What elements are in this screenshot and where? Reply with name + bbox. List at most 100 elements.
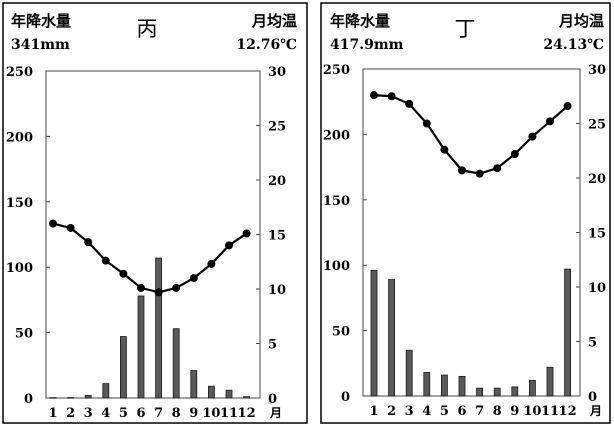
temp-tick-label: 25 bbox=[268, 120, 286, 135]
month-label: 12 bbox=[238, 406, 256, 421]
annual-temp-value: 12.76℃ bbox=[236, 37, 297, 53]
temp-point-month-4 bbox=[422, 119, 431, 128]
precip-tick-label: 200 bbox=[323, 128, 350, 143]
temp-point-month-12 bbox=[563, 102, 572, 111]
temp-point-month-3 bbox=[84, 238, 93, 247]
precip-bar-month-4 bbox=[102, 383, 110, 399]
temp-tick-label: 25 bbox=[588, 118, 606, 133]
temp-tick-label: 0 bbox=[268, 392, 277, 407]
temp-tick-label: 5 bbox=[268, 338, 277, 353]
precip-bar-month-10 bbox=[207, 385, 215, 399]
month-label: 11 bbox=[541, 404, 559, 419]
temp-line bbox=[373, 94, 569, 175]
annual-precip-value: 417.9mm bbox=[330, 37, 404, 53]
precip-bar-month-5 bbox=[120, 336, 127, 399]
annual-temp-value: 24.13℃ bbox=[543, 37, 604, 53]
temp-point-month-7 bbox=[475, 169, 484, 178]
temp-point-month-1 bbox=[370, 91, 378, 100]
precip-tick-label: 50 bbox=[332, 325, 350, 340]
temp-point-month-10 bbox=[207, 259, 216, 268]
month-unit-label: 月 bbox=[589, 404, 602, 418]
precip-bar-month-1 bbox=[370, 270, 378, 397]
temp-point-month-1 bbox=[49, 219, 57, 228]
month-label: 3 bbox=[84, 406, 93, 421]
precip-bar-month-8 bbox=[493, 387, 501, 397]
temp-point-month-2 bbox=[66, 223, 75, 232]
temp-tick-label: 5 bbox=[588, 336, 597, 351]
month-label: 7 bbox=[475, 404, 484, 419]
temp-point-month-9 bbox=[189, 274, 198, 283]
temp-tick-label: 10 bbox=[588, 281, 606, 296]
month-label: 9 bbox=[189, 406, 198, 421]
precip-tick-label: 0 bbox=[341, 390, 350, 405]
month-label: 6 bbox=[457, 404, 466, 419]
precip-tick-label: 150 bbox=[6, 196, 33, 211]
temp-point-month-11 bbox=[546, 117, 554, 126]
precip-bar-month-7 bbox=[476, 387, 484, 397]
temp-tick-label: 20 bbox=[268, 174, 286, 189]
precip-bar-month-3 bbox=[405, 349, 413, 397]
chart-title: 丙 bbox=[137, 17, 158, 41]
precip-tick-label: 50 bbox=[15, 327, 33, 342]
month-unit-label: 月 bbox=[269, 406, 282, 420]
month-label: 9 bbox=[510, 404, 519, 419]
precip-bar-month-1 bbox=[49, 397, 57, 399]
precip-tick-label: 100 bbox=[323, 259, 350, 274]
precip-bar-month-4 bbox=[423, 372, 431, 397]
precip-bar-month-9 bbox=[511, 386, 519, 397]
precip-header: 年降水量 bbox=[11, 12, 71, 30]
temp-point-month-8 bbox=[493, 164, 502, 173]
month-label: 5 bbox=[440, 404, 449, 419]
temp-header: 月均温 bbox=[558, 12, 604, 30]
precip-bar-month-6 bbox=[458, 375, 466, 397]
month-label: 2 bbox=[387, 404, 396, 419]
month-label: 1 bbox=[48, 406, 57, 421]
temp-tick-label: 20 bbox=[588, 172, 606, 187]
temp-point-month-6 bbox=[458, 166, 466, 175]
precip-tick-label: 250 bbox=[323, 63, 350, 78]
precip-bar-month-7 bbox=[155, 257, 163, 399]
temp-tick-label: 30 bbox=[588, 63, 606, 78]
precip-bar-month-6 bbox=[137, 295, 145, 399]
temp-point-month-8 bbox=[172, 283, 181, 292]
month-label: 6 bbox=[136, 406, 145, 421]
month-label: 10 bbox=[523, 404, 541, 419]
precip-bar-month-2 bbox=[388, 279, 396, 397]
month-label: 4 bbox=[101, 406, 110, 421]
precip-bar-month-5 bbox=[440, 374, 448, 397]
temp-point-month-6 bbox=[137, 283, 145, 292]
chart-frame bbox=[320, 2, 611, 424]
precip-tick-label: 250 bbox=[6, 65, 33, 80]
precip-bar-month-10 bbox=[529, 379, 536, 397]
temp-tick-label: 30 bbox=[268, 65, 286, 80]
precip-bar-month-12 bbox=[243, 396, 251, 399]
temp-point-month-10 bbox=[528, 132, 537, 141]
month-label: 2 bbox=[66, 406, 75, 421]
annual-precip-value: 341mm bbox=[11, 37, 70, 53]
temp-point-month-7 bbox=[154, 288, 163, 297]
chart-frame bbox=[2, 2, 308, 424]
temp-line bbox=[52, 222, 248, 294]
precip-tick-label: 150 bbox=[323, 194, 350, 209]
precip-bar-month-12 bbox=[564, 268, 571, 397]
temp-point-month-5 bbox=[119, 269, 128, 278]
temp-point-month-12 bbox=[242, 229, 251, 238]
month-label: 11 bbox=[220, 406, 238, 421]
month-label: 8 bbox=[172, 406, 181, 421]
precip-bar-month-9 bbox=[190, 370, 198, 399]
precip-header: 年降水量 bbox=[330, 12, 390, 30]
month-label: 10 bbox=[202, 406, 220, 421]
month-label: 7 bbox=[154, 406, 163, 421]
precip-bar-month-11 bbox=[546, 366, 554, 397]
temp-point-month-3 bbox=[405, 99, 414, 108]
chart-title: 丁 bbox=[455, 17, 476, 41]
precip-tick-label: 100 bbox=[6, 261, 33, 276]
precip-tick-label: 0 bbox=[24, 392, 33, 407]
month-label: 8 bbox=[493, 404, 502, 419]
temp-point-month-5 bbox=[440, 145, 449, 154]
temp-header: 月均温 bbox=[251, 12, 297, 30]
month-label: 3 bbox=[405, 404, 414, 419]
month-label: 4 bbox=[422, 404, 431, 419]
temp-tick-label: 15 bbox=[268, 229, 286, 244]
temp-tick-label: 0 bbox=[588, 390, 597, 405]
